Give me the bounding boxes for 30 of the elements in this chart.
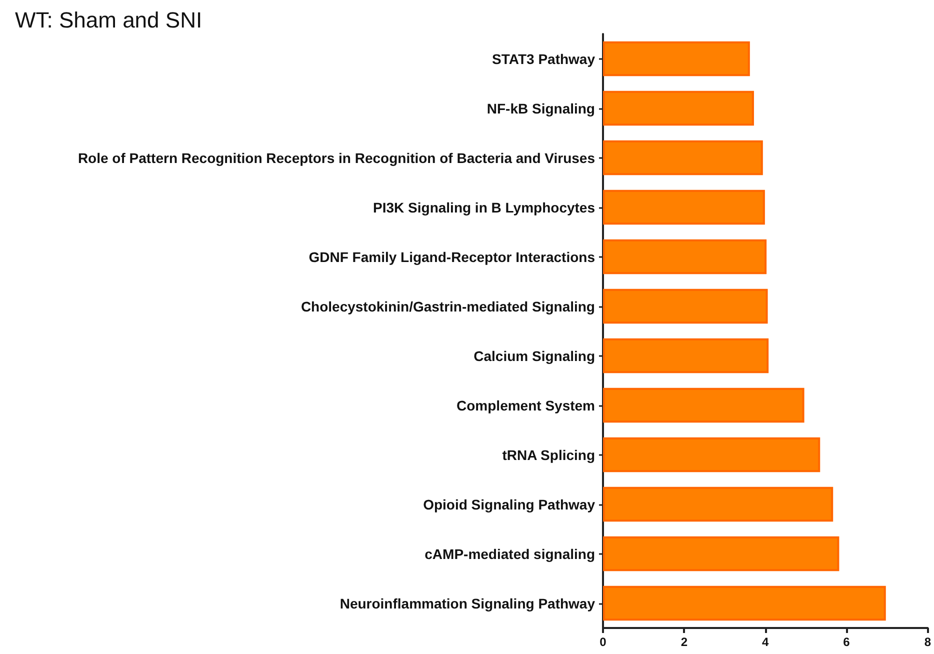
x-tick-label: 8 xyxy=(924,635,932,649)
x-tick-label: 6 xyxy=(843,635,850,649)
bar xyxy=(603,41,750,76)
y-tick-label: Calcium Signaling xyxy=(474,348,595,364)
y-tick-label: GDNF Family Ligand-Receptor Interactions xyxy=(308,248,596,265)
y-tick-label: Complement System xyxy=(456,397,595,414)
y-tick-label: NF-kB Signaling xyxy=(486,100,595,116)
y-tick-label: tRNA Splicing xyxy=(502,446,595,463)
bar xyxy=(603,338,769,374)
text: WT: Sham and SNI xyxy=(15,8,202,32)
bar xyxy=(603,388,804,423)
bar xyxy=(603,90,754,126)
bar xyxy=(603,288,768,324)
x-tick-label: 2 xyxy=(680,635,688,649)
x-tick-label: 0 xyxy=(600,635,607,649)
y-tick-label: Cholecystokinin/Gastrin-mediated Signaling xyxy=(300,298,595,314)
bar xyxy=(603,140,763,176)
y-tick-label: cAMP-mediated signaling xyxy=(424,546,595,562)
y-tick-label: Role of Pattern Recognition Receptors in Recognition of Bacteria and Viruses xyxy=(78,150,596,166)
y-tick-label: Opioid Signaling Pathway xyxy=(423,496,596,512)
bar xyxy=(603,239,767,274)
bar xyxy=(603,536,840,572)
bar xyxy=(603,586,886,621)
bar xyxy=(603,190,765,225)
y-tick-label: PI3K Signaling in B Lymphocytes xyxy=(373,199,596,216)
x-tick-label: 4 xyxy=(762,635,769,649)
bar xyxy=(603,486,834,522)
y-tick-label: STAT3 Pathway xyxy=(492,50,596,67)
bar xyxy=(603,437,820,472)
y-tick-label: Neuroinflammation Signaling Pathway xyxy=(340,595,596,612)
